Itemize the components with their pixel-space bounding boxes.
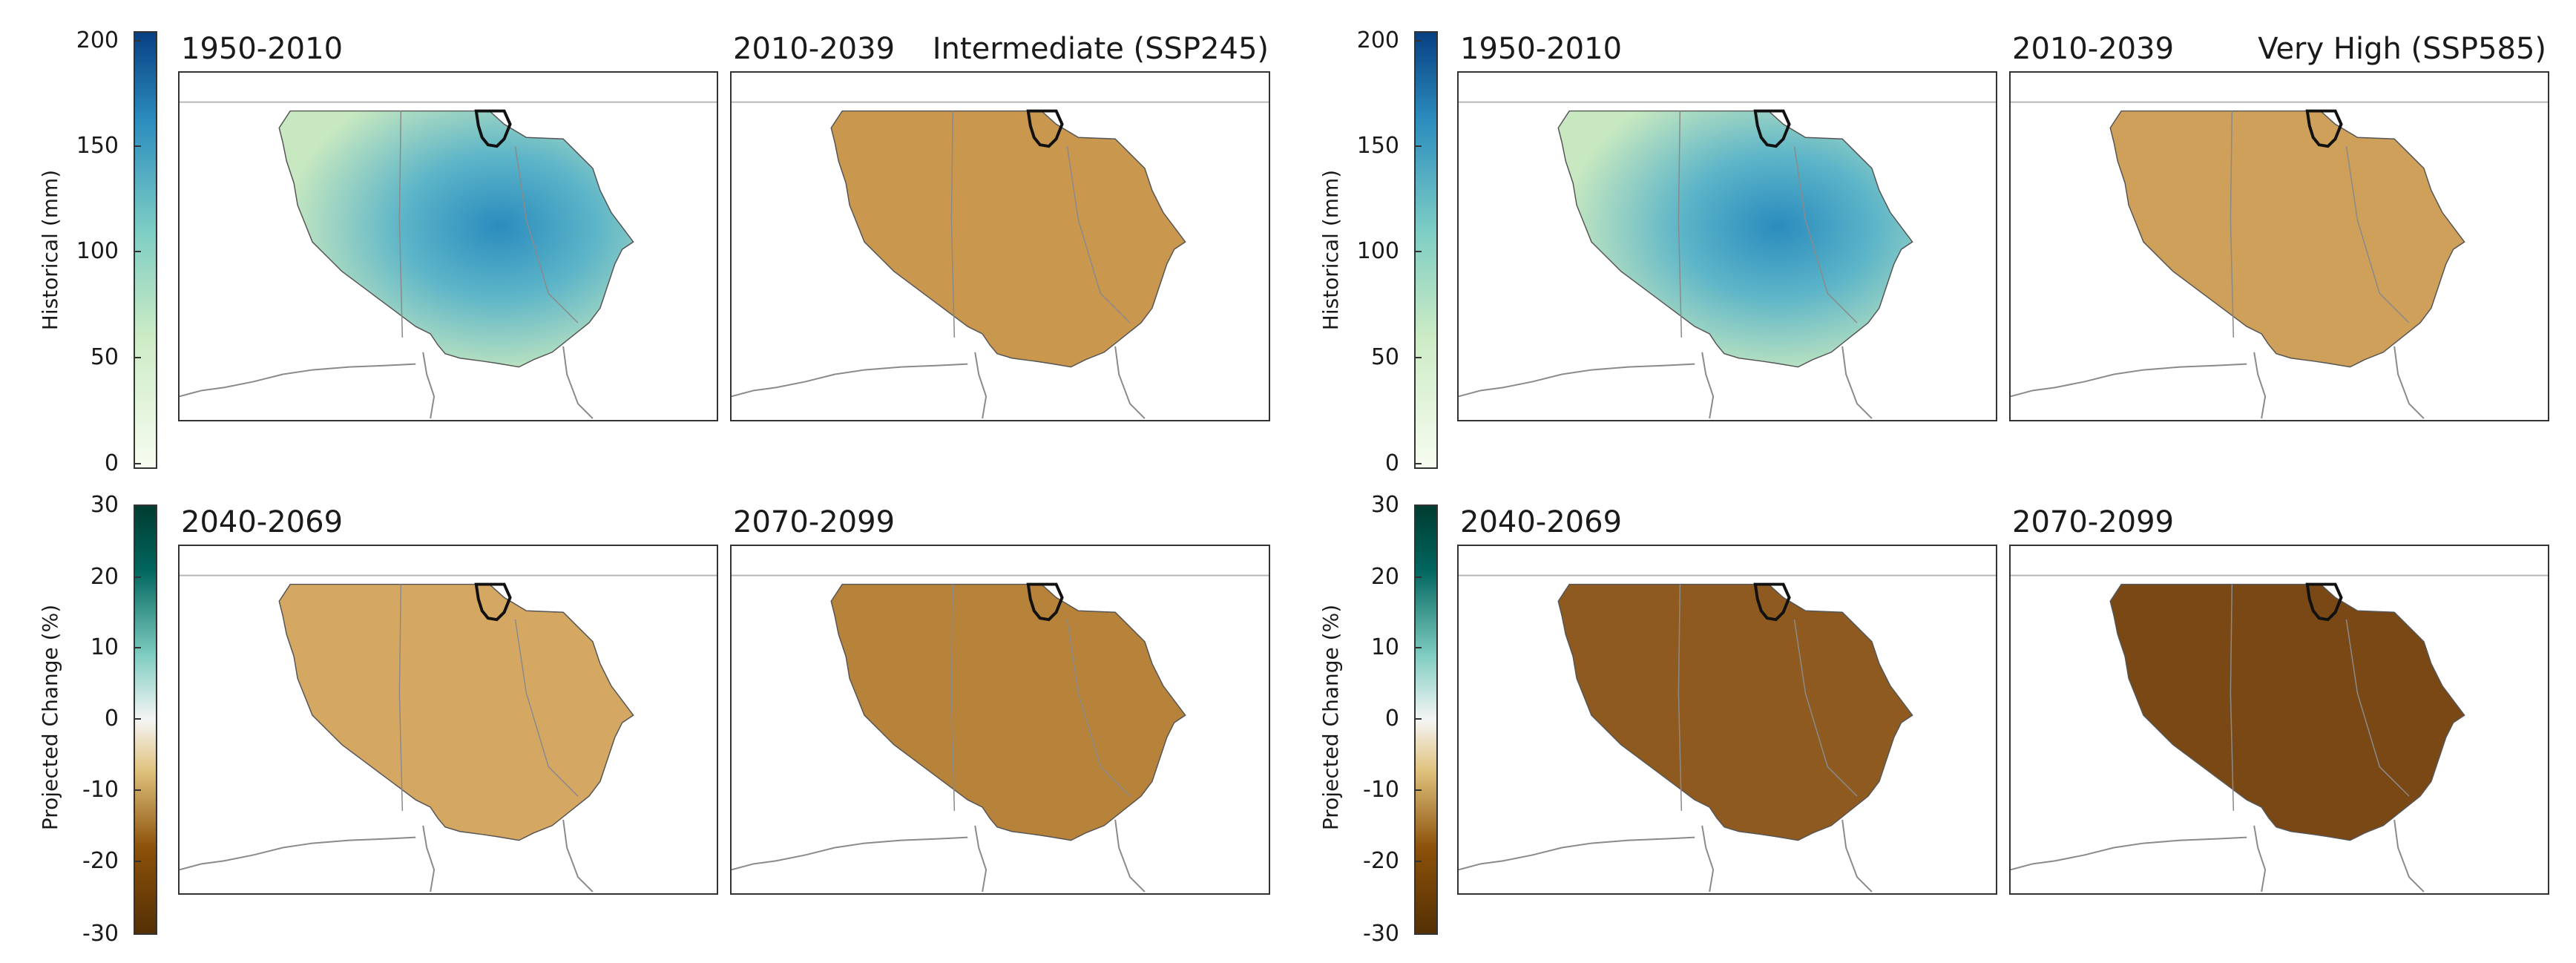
panel-title: 1950-2010 <box>1460 32 1623 66</box>
change-axis-label: Projected Change (%) <box>1318 604 1343 831</box>
tick-label: 150 <box>59 135 141 157</box>
tick-label: 100 <box>1340 240 1422 263</box>
study-region <box>2109 583 2465 841</box>
focus-basin-boundary <box>1753 582 1791 622</box>
focus-basin-boundary <box>1753 109 1791 148</box>
tick-label: 0 <box>1340 708 1422 730</box>
focus-basin-boundary <box>1026 582 1064 622</box>
change-colorbar <box>1414 504 1438 935</box>
study-region <box>278 583 634 841</box>
focus-basin-boundary <box>2305 109 2343 148</box>
study-region <box>1557 110 1913 368</box>
tick-label: 150 <box>1340 135 1422 157</box>
tick-label: -20 <box>59 850 141 872</box>
focus-basin-boundary <box>474 582 512 622</box>
change-colorbar <box>134 504 157 935</box>
coastline <box>1459 819 1873 893</box>
panel-title: 2010-2039 <box>2012 32 2175 66</box>
panel-title: 2070-2099 <box>733 505 896 539</box>
map-panel-2040-2069 <box>1457 545 1997 895</box>
tick-label: 0 <box>1340 453 1422 475</box>
map-svg <box>732 574 1269 893</box>
coastline <box>732 346 1146 419</box>
coastline <box>732 819 1146 893</box>
map-svg <box>180 101 717 419</box>
tick-label: -10 <box>59 779 141 801</box>
focus-basin-boundary <box>474 109 512 148</box>
scenario-title: Intermediate (SSP245) <box>932 32 1269 66</box>
panel-title: 1950-2010 <box>181 32 344 66</box>
scenario-title: Very High (SSP585) <box>2258 32 2546 66</box>
tick-label: 20 <box>1340 566 1422 588</box>
state-boundary <box>398 111 579 338</box>
map-panel-2070-2099 <box>730 545 1270 895</box>
map-panel-historical <box>178 71 718 421</box>
historical-axis-label: Historical (mm) <box>38 169 62 331</box>
tick-label: 200 <box>59 30 141 52</box>
tick-label: 100 <box>59 240 141 263</box>
map-panel-historical <box>1457 71 1997 421</box>
state-boundary <box>950 584 1131 811</box>
change-axis-label: Projected Change (%) <box>38 604 62 831</box>
tick-label: 200 <box>1340 30 1422 52</box>
coastline <box>180 819 594 893</box>
panel-title: 2040-2069 <box>181 505 344 539</box>
coastline <box>2011 346 2425 419</box>
tick-label: 10 <box>59 637 141 659</box>
tick-label: 10 <box>1340 637 1422 659</box>
map-svg <box>1459 101 1996 419</box>
map-svg <box>2011 574 2548 893</box>
study-region <box>830 583 1186 841</box>
historical-axis-label: Historical (mm) <box>1318 169 1343 331</box>
state-boundary <box>1678 584 1858 811</box>
state-boundary <box>1678 111 1858 338</box>
tick-label: 20 <box>59 566 141 588</box>
state-boundary <box>398 584 579 811</box>
tick-label: 0 <box>59 708 141 730</box>
map-svg <box>1459 574 1996 893</box>
panel-title: 2010-2039 <box>733 32 896 66</box>
state-boundary <box>2230 584 2410 811</box>
coastline <box>2011 819 2425 893</box>
coastline <box>1459 346 1873 419</box>
tick-label: 50 <box>59 346 141 369</box>
state-boundary <box>2230 111 2410 338</box>
study-region <box>1557 583 1913 841</box>
map-panel-2010-2039 <box>730 71 1270 421</box>
tick-label: -10 <box>1340 779 1422 801</box>
historical-colorbar <box>1414 31 1438 469</box>
map-panel-2040-2069 <box>178 545 718 895</box>
study-region <box>2109 110 2465 368</box>
tick-label: -30 <box>59 923 141 945</box>
map-svg <box>180 574 717 893</box>
tick-label: -30 <box>1340 923 1422 945</box>
tick-label: -20 <box>1340 850 1422 872</box>
map-panel-2010-2039 <box>2009 71 2549 421</box>
study-region <box>278 110 634 368</box>
map-svg <box>2011 101 2548 419</box>
map-panel-2070-2099 <box>2009 545 2549 895</box>
panel-title: 2040-2069 <box>1460 505 1623 539</box>
coastline <box>180 346 594 419</box>
tick-label: 0 <box>59 453 141 475</box>
historical-colorbar <box>134 31 157 469</box>
tick-label: 30 <box>59 494 141 516</box>
map-svg <box>732 101 1269 419</box>
focus-basin-boundary <box>2305 582 2343 622</box>
study-region <box>830 110 1186 368</box>
state-boundary <box>950 111 1131 338</box>
tick-label: 30 <box>1340 494 1422 516</box>
focus-basin-boundary <box>1026 109 1064 148</box>
tick-label: 50 <box>1340 346 1422 369</box>
panel-title: 2070-2099 <box>2012 505 2175 539</box>
